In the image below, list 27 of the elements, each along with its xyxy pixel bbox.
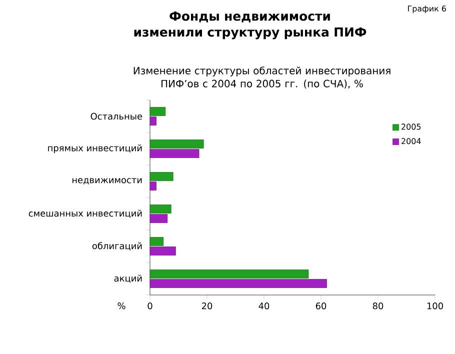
y-tick-label: акций xyxy=(114,274,142,283)
x-tick-label: 80 xyxy=(372,302,384,310)
bar xyxy=(150,279,327,288)
bar xyxy=(150,204,172,214)
bar xyxy=(150,116,156,126)
bar xyxy=(150,182,156,190)
x-tick-label: 100 xyxy=(427,302,443,310)
bar xyxy=(150,172,174,181)
y-tick-label: прямых инвестиций xyxy=(48,144,142,154)
bar xyxy=(150,237,164,246)
x-tick-label: 0 xyxy=(148,302,152,310)
y-tick-label: облигаций xyxy=(92,242,142,250)
y-tick-label: Остальные xyxy=(90,112,142,120)
x-tick-label: 60 xyxy=(316,302,326,310)
chart-subtitle: Изменение структуры областей инвестирования ПИФ’ов с 2004 по 2005 гг. (по СЧА), % xyxy=(134,66,390,89)
y-tick-label: смешанных инвестиций xyxy=(28,210,142,218)
x-tick-label: 20 xyxy=(202,302,212,310)
bar xyxy=(150,246,176,256)
x-axis-title: % xyxy=(118,302,126,310)
bar xyxy=(150,107,166,116)
bar xyxy=(150,140,204,148)
bar xyxy=(150,214,168,223)
bar xyxy=(150,270,309,278)
bar xyxy=(150,149,200,158)
x-tick-label: 40 xyxy=(258,302,270,310)
chart-title: Фонды недвижимости изменили структуру рынка ПИФ xyxy=(134,12,366,40)
y-tick-label: недвижимости xyxy=(72,178,142,184)
